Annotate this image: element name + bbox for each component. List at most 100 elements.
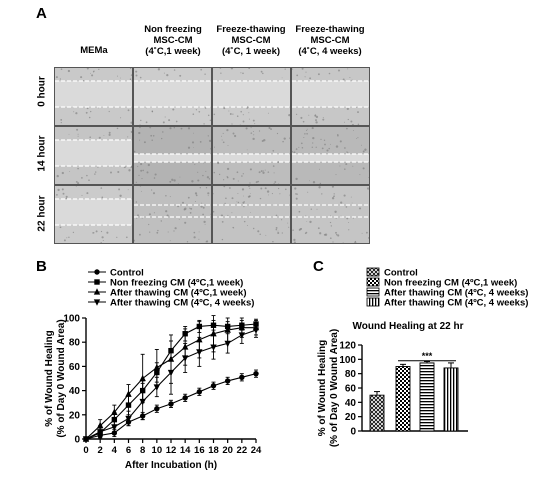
cell-speck xyxy=(77,182,80,184)
cell-speck xyxy=(348,229,350,231)
cell-speck xyxy=(153,212,155,214)
panel-c-letter: C xyxy=(313,258,324,275)
cell-speck xyxy=(85,111,88,114)
cell-speck xyxy=(304,232,307,235)
data-point xyxy=(125,390,132,397)
cell-speck xyxy=(314,114,317,117)
cell-speck xyxy=(277,231,280,235)
cell-speck xyxy=(101,236,104,239)
cell-speck xyxy=(81,177,83,179)
col-header-1: Non freezing MSC-CM (4˚C,1 week) xyxy=(133,24,213,57)
cell-speck xyxy=(237,193,239,195)
cell-speck xyxy=(332,241,334,243)
cell-speck xyxy=(351,123,355,125)
data-point xyxy=(139,398,146,406)
cell-speck xyxy=(281,77,283,79)
cell-speck xyxy=(56,174,59,178)
cell-speck xyxy=(260,187,263,190)
cell-speck xyxy=(203,220,206,224)
micrograph-r1-c3 xyxy=(291,126,370,185)
cell-speck xyxy=(134,239,135,242)
cell-speck xyxy=(205,170,207,172)
cell-speck xyxy=(201,202,203,204)
y-axis-label-line: (% of Day 0 Wound Area) xyxy=(56,319,67,437)
cell-speck xyxy=(307,183,309,184)
cell-speck xyxy=(272,240,274,243)
cell-speck xyxy=(206,240,209,243)
data-point xyxy=(111,408,118,415)
cell-speck xyxy=(305,71,307,73)
cell-speck xyxy=(279,193,281,195)
cell-speck xyxy=(224,202,226,205)
cell-speck xyxy=(63,239,66,242)
y-tick-label: 40 xyxy=(345,398,357,409)
cell-speck xyxy=(237,201,240,204)
cell-speck xyxy=(333,107,335,109)
cell-speck xyxy=(335,145,339,148)
data-point xyxy=(93,299,101,306)
y-tick-label: 100 xyxy=(339,355,356,366)
y-axis-label-line: % of Wound Healing xyxy=(317,340,328,436)
cell-speck xyxy=(179,74,182,77)
cell-speck xyxy=(368,177,369,178)
cell-speck xyxy=(264,169,266,171)
cell-speck xyxy=(61,171,64,175)
cell-speck xyxy=(236,201,238,203)
cell-speck xyxy=(352,165,354,167)
cell-speck xyxy=(206,176,210,179)
cell-speck xyxy=(241,175,243,177)
cell-speck xyxy=(252,137,255,141)
cell-speck xyxy=(248,195,251,198)
data-point xyxy=(96,429,104,436)
cell-speck xyxy=(147,163,150,167)
cell-speck xyxy=(198,110,201,113)
cell-speck xyxy=(226,129,229,132)
cell-speck xyxy=(56,194,58,196)
micrograph-background xyxy=(292,186,369,243)
cell-speck xyxy=(143,141,146,144)
cell-speck xyxy=(230,68,234,70)
col-header-line: (4˚C, 1 week) xyxy=(221,46,281,57)
micrograph-r2-c2 xyxy=(212,185,291,244)
cell-speck xyxy=(76,128,79,131)
cell-speck xyxy=(169,180,172,183)
micrograph-image xyxy=(213,68,290,125)
cell-speck xyxy=(149,231,151,233)
legend-swatch xyxy=(366,277,380,287)
cell-speck xyxy=(250,127,252,129)
col-header-line: MSC-CM xyxy=(153,35,193,46)
cell-speck xyxy=(234,134,237,138)
cell-speck xyxy=(128,169,131,172)
cell-speck xyxy=(309,180,310,182)
y-tick-label: 0 xyxy=(350,427,356,438)
data-point xyxy=(168,401,174,407)
cell-speck xyxy=(202,174,204,177)
cell-speck xyxy=(262,72,264,75)
cell-speck xyxy=(129,68,132,70)
data-point xyxy=(93,288,101,295)
cell-speck xyxy=(311,127,314,130)
cell-speck xyxy=(148,213,151,216)
cell-speck xyxy=(120,117,122,119)
cell-speck xyxy=(296,74,299,77)
cell-speck xyxy=(309,220,312,224)
cell-speck xyxy=(173,230,175,232)
cell-speck xyxy=(153,177,156,179)
cell-speck xyxy=(66,237,68,239)
cell-speck xyxy=(249,182,251,184)
col-header-line: (4˚C,1 week) xyxy=(145,46,201,57)
cell-speck xyxy=(91,74,94,77)
cell-speck xyxy=(152,192,156,195)
cell-speck xyxy=(242,72,244,75)
cell-speck xyxy=(306,221,308,222)
cell-speck xyxy=(140,119,142,122)
cell-speck xyxy=(192,147,194,148)
cell-speck xyxy=(319,232,322,235)
cell-speck xyxy=(292,151,293,153)
cell-speck xyxy=(324,233,328,236)
cell-speck xyxy=(130,74,132,76)
cell-speck xyxy=(88,116,91,119)
cell-speck xyxy=(223,186,226,188)
cell-speck xyxy=(186,241,189,243)
cell-speck xyxy=(118,188,121,191)
